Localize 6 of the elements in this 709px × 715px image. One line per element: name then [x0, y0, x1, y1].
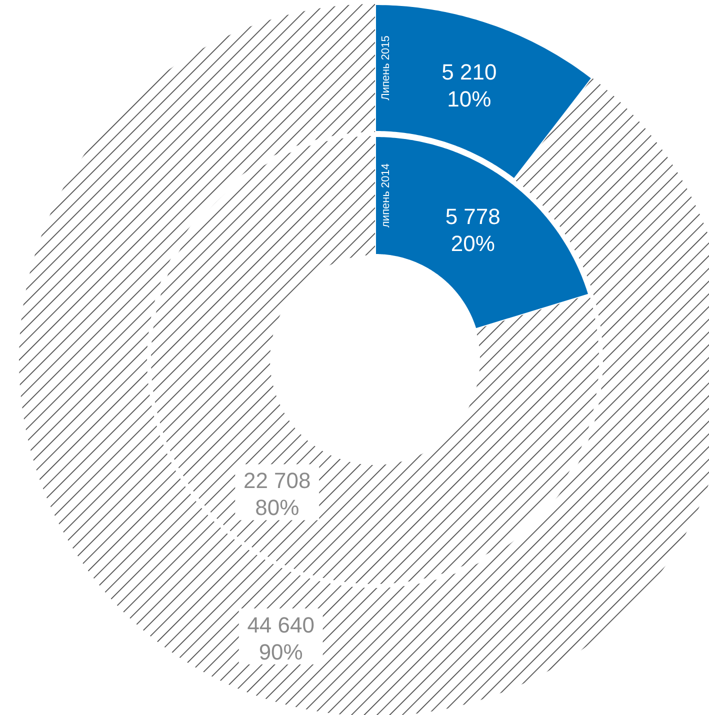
slice-label: Липень 2015: [380, 36, 392, 100]
data-label: 5 778 20%: [445, 204, 500, 256]
slice-label: липень 2014: [380, 164, 392, 228]
data-label: 22 708 80%: [243, 468, 311, 520]
data-label: 5 210 10%: [442, 60, 497, 112]
data-label: 44 640 90%: [247, 612, 314, 664]
